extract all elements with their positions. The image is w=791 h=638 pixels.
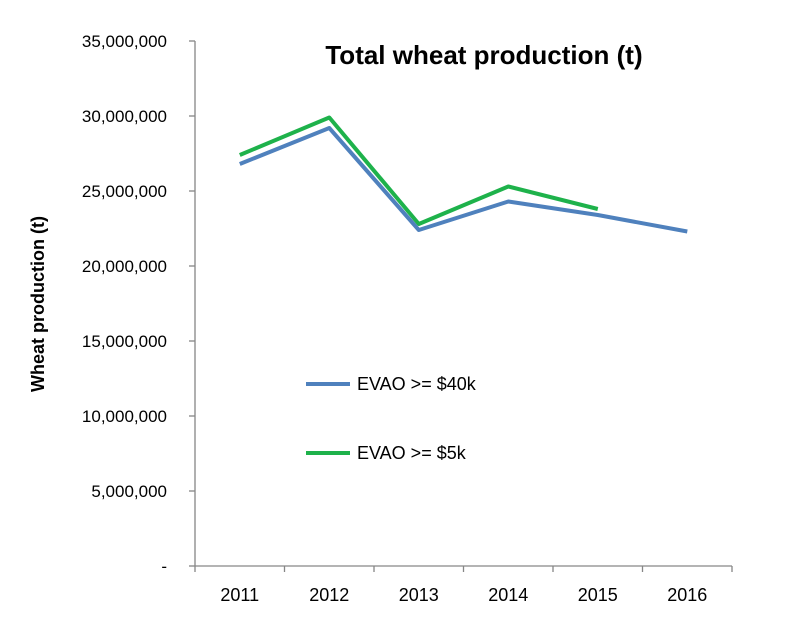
y-tick-label: 25,000,000 (82, 182, 167, 201)
series-line-1 (239, 115, 599, 226)
y-axis-label: Wheat production (t) (28, 216, 48, 392)
chart-title: Total wheat production (t) (325, 40, 642, 70)
y-tick-label: 10,000,000 (82, 407, 167, 426)
y-tick-label: 15,000,000 (82, 332, 167, 351)
y-tick-label: 35,000,000 (82, 32, 167, 51)
y-tick-label: 30,000,000 (82, 107, 167, 126)
y-tick-label: - (161, 557, 167, 576)
axes: - 5,000,000 10,000,000 15,000,000 20,000,000… (82, 32, 733, 605)
y-tick-label: 20,000,000 (82, 257, 167, 276)
x-tick-label: 2015 (578, 585, 618, 605)
x-tick-label: 2014 (488, 585, 528, 605)
series-line-0 (239, 126, 688, 234)
x-tick-label: 2012 (309, 585, 349, 605)
x-tick-label: 2016 (667, 585, 707, 605)
y-tick-label: 5,000,000 (91, 482, 167, 501)
legend: EVAO >= $40k EVAO >= $5k (306, 374, 477, 463)
legend-label: EVAO >= $40k (357, 374, 477, 394)
series-lines (239, 115, 688, 234)
x-tick-label: 2011 (220, 585, 259, 605)
x-tick-label: 2013 (399, 585, 439, 605)
legend-label: EVAO >= $5k (357, 443, 467, 463)
